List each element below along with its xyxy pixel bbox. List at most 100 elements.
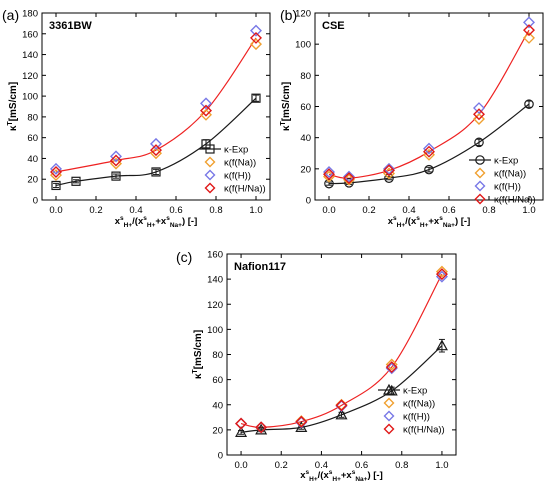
x-tick-label: 0.6 [355, 460, 368, 471]
exp-point [335, 408, 348, 420]
y-axis-label-part: [mS/cm] [8, 82, 19, 121]
legend: κ-Exp κ(f(Na)) κ(f(H)) κ(f(H/Na)) [199, 144, 266, 195]
x-tick-label: 0.6 [169, 205, 182, 216]
x-tick-label: 0.2 [275, 460, 288, 471]
exp-point [111, 171, 121, 181]
exp-point [435, 339, 448, 351]
y-tick-label: 40 [27, 154, 38, 165]
y-tick-label: 80 [300, 71, 311, 82]
x-tick-label: 0.0 [49, 205, 62, 216]
hna-point [385, 361, 398, 374]
y-axis-label: κT[mS/cm] [280, 82, 292, 131]
x-axis-label-part: s [166, 215, 170, 222]
legend-marker [383, 410, 395, 422]
x-tick-label: 1.0 [522, 205, 535, 216]
x-tick-label: 0.8 [482, 205, 495, 216]
y-tick-label: 20 [212, 425, 223, 436]
y-tick-label: 60 [27, 133, 38, 144]
exp-point [51, 180, 61, 191]
h-point [200, 97, 212, 110]
x-axis-label-part: ) [-] [182, 216, 197, 227]
x-axis-label-part: H+ [124, 222, 133, 229]
y-axis-label: κT[mS/cm] [7, 82, 19, 131]
exp-point [524, 99, 534, 109]
y-axis-label-part: T [7, 121, 14, 126]
hna-point [435, 268, 448, 281]
na-point [523, 31, 535, 44]
hna-point [50, 165, 62, 178]
y-tick-label: 20 [27, 175, 38, 186]
x-axis-label-part: Na+ [170, 222, 182, 229]
legend: κ-Exp κ(f(Na)) κ(f(H)) κ(f(H/Na)) [469, 155, 536, 206]
x-axis-label-part: s [306, 469, 310, 476]
legend-marker [205, 144, 215, 154]
x-axis-label-part: ) [-] [367, 470, 382, 481]
legend-marker [382, 383, 396, 395]
x-tick-label: 1.0 [435, 460, 448, 471]
y-axis-label-part: κ [193, 373, 204, 379]
hna-point [295, 415, 308, 428]
legend-label: κ(f(Na)) [403, 399, 435, 410]
h-point [383, 162, 395, 175]
legend-marker [475, 155, 485, 165]
h-point [323, 165, 335, 178]
hna-point [323, 168, 335, 181]
legend-label: κ-Exp [403, 386, 427, 397]
y-tick-label: 100 [22, 92, 38, 103]
x-axis-label-part: H+ [309, 476, 318, 483]
legend: κ-Exp κ(f(Na)) κ(f(H)) κ(f(H/Na)) [378, 383, 445, 436]
hna-point [423, 145, 435, 158]
x-axis-label-part: s [352, 469, 356, 476]
legend-label: κ(f(H)) [224, 171, 251, 182]
x-axis-label-part: Na+ [443, 222, 455, 229]
x-tick-label: 0.2 [362, 205, 375, 216]
h-point [50, 162, 62, 175]
y-tick-label: 180 [22, 9, 38, 20]
y-axis-label-part: [mS/cm] [281, 82, 292, 121]
x-axis-label-part: x [115, 216, 121, 227]
exp-point [151, 167, 161, 177]
legend-marker [383, 423, 395, 435]
hna-point [110, 154, 122, 167]
na-point [385, 358, 398, 371]
fit-curve-hna [328, 29, 530, 179]
panel-title: CSE [322, 20, 345, 32]
legend-label: κ(f(Na)) [224, 158, 256, 169]
hna-point [383, 164, 395, 177]
x-tick-label: 0.4 [402, 205, 415, 216]
x-tick-label: 0.4 [315, 460, 328, 471]
x-axis-label-part: +x [428, 216, 440, 227]
y-axis-label: κT[mS/cm] [192, 330, 204, 379]
x-tick-label: 0.4 [129, 205, 142, 216]
x-axis-label-part: x [388, 216, 394, 227]
x-axis-label-part: Na+ [355, 476, 367, 483]
h-point [250, 24, 262, 37]
panel-label: (b) [280, 7, 297, 23]
y-tick-label: 40 [300, 133, 311, 144]
x-axis-label-part: s [416, 215, 420, 222]
x-axis-label-part: x [300, 470, 306, 481]
x-axis-label-part: +x [341, 470, 353, 481]
h-point [385, 362, 398, 375]
plot-frame [41, 12, 271, 201]
legend-label: κ(f(H/Na)) [403, 425, 445, 436]
chart-panel-cse: 0.0 0.2 0.4 0.6 0.8 1.0 0 20 40 60 80 100 120(b) CSE κ… [280, 7, 544, 229]
h-point [110, 150, 122, 163]
na-point [473, 112, 485, 125]
legend-marker [474, 193, 486, 205]
x-tick-label: 0.6 [442, 205, 455, 216]
exp-point [71, 176, 81, 186]
exp-point [474, 137, 484, 148]
x-tick-label: 0.2 [89, 205, 102, 216]
y-axis-label-part: [mS/cm] [193, 330, 204, 369]
na-point [250, 38, 262, 51]
y-axis-label-part: T [280, 121, 287, 126]
x-axis-label-part: +x [155, 216, 167, 227]
y-tick-label: 0 [33, 196, 38, 207]
x-axis-label-part: s [329, 469, 333, 476]
legend-marker [204, 156, 216, 168]
legend-label: κ(f(H/Na)) [224, 184, 266, 195]
x-axis-label: xsH+/(xsH++xsNa+) [-] [115, 215, 198, 229]
